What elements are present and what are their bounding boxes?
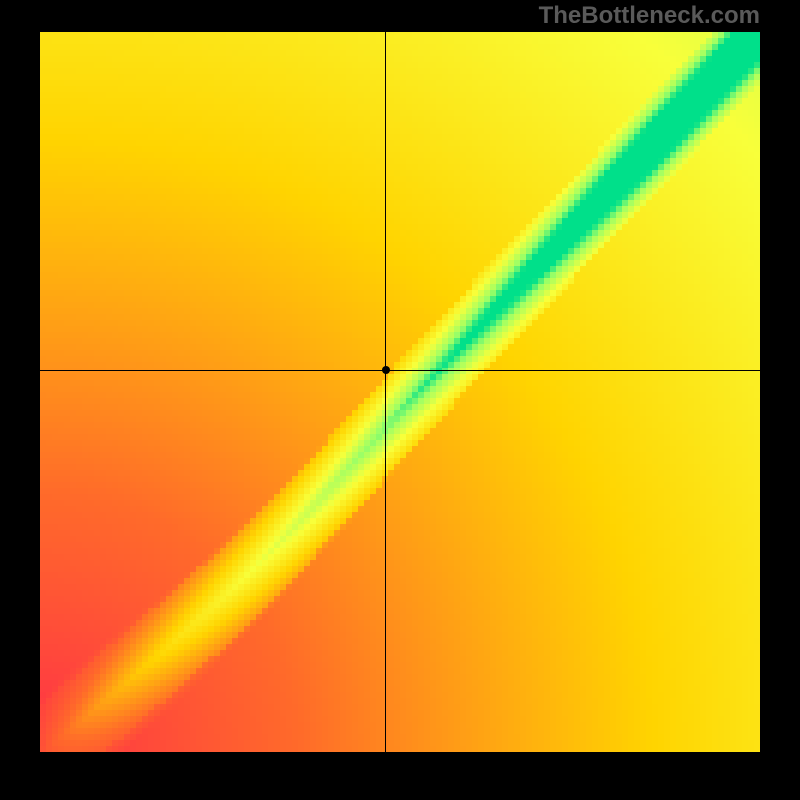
chart-container: TheBottleneck.com bbox=[0, 0, 800, 800]
crosshair-horizontal bbox=[40, 370, 760, 371]
crosshair-vertical bbox=[385, 32, 386, 752]
crosshair-marker-dot bbox=[382, 366, 390, 374]
heatmap-canvas bbox=[40, 32, 760, 752]
watermark-text: TheBottleneck.com bbox=[539, 2, 760, 30]
